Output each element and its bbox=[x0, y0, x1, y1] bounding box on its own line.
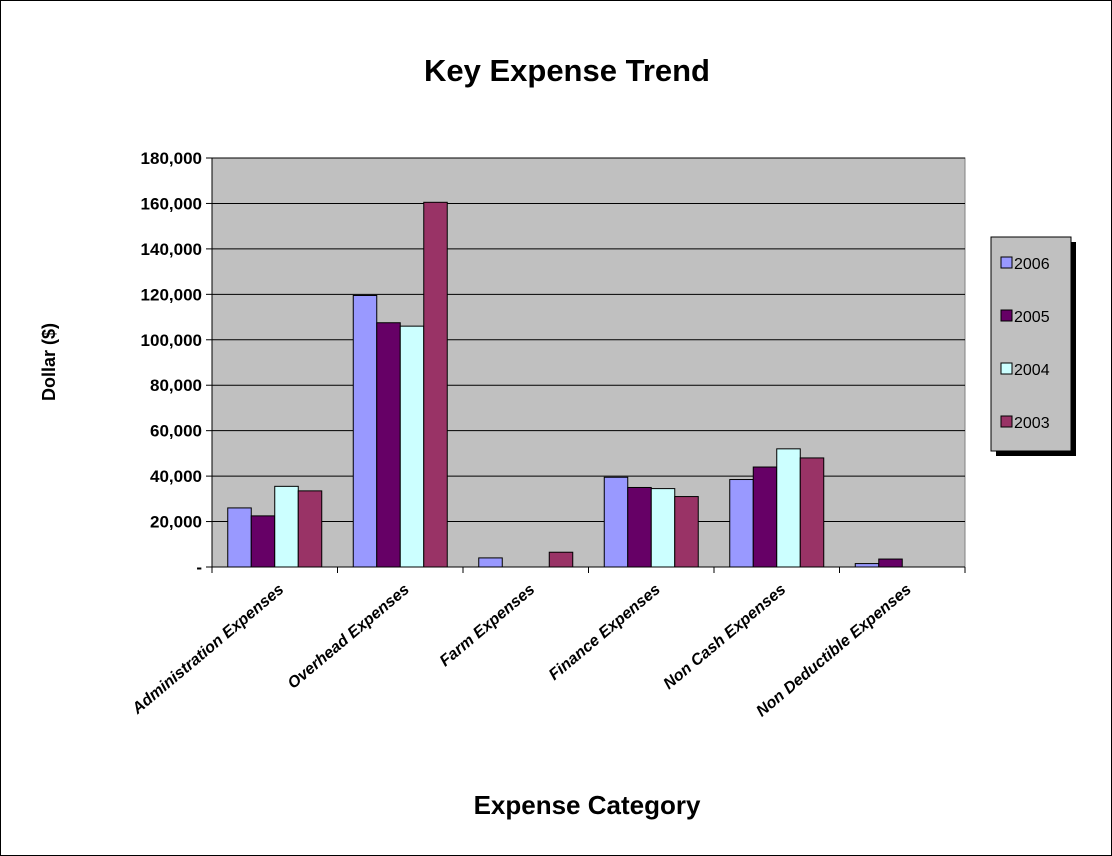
plot-background bbox=[211, 157, 966, 568]
y-tick-label: 20,000 bbox=[150, 513, 202, 532]
x-tick-label: Finance Expenses bbox=[546, 581, 664, 684]
y-tick-label: 60,000 bbox=[150, 422, 202, 441]
y-tick-label: - bbox=[196, 558, 202, 577]
bar bbox=[627, 486, 652, 568]
bar bbox=[799, 457, 825, 568]
y-tick-label: 40,000 bbox=[150, 467, 202, 486]
x-axis-title: Expense Category bbox=[474, 790, 701, 820]
legend-label: 2003 bbox=[1014, 415, 1050, 432]
bar bbox=[729, 479, 754, 568]
bar bbox=[478, 557, 503, 568]
bar bbox=[603, 476, 629, 568]
legend-box bbox=[990, 236, 1072, 452]
bar bbox=[423, 201, 448, 568]
bar bbox=[752, 466, 778, 568]
x-tick-label: Farm Expenses bbox=[437, 581, 539, 670]
plot-area: - 20,000 40,000 60,000 80,000 100,000 120,000 1… bbox=[129, 149, 966, 720]
y-tick-label: 100,000 bbox=[141, 331, 202, 350]
bar bbox=[399, 325, 425, 568]
y-tick-label: 120,000 bbox=[141, 285, 202, 304]
bar bbox=[227, 507, 252, 568]
legend-swatch bbox=[1000, 415, 1013, 428]
legend-label: 2006 bbox=[1014, 256, 1050, 273]
y-axis-title: Dollar ($) bbox=[39, 323, 59, 401]
legend-label: 2004 bbox=[1014, 362, 1050, 379]
y-tick-label: 180,000 bbox=[141, 149, 202, 168]
bar bbox=[376, 322, 401, 568]
bar bbox=[297, 490, 323, 568]
x-tick-label: Overhead Expenses bbox=[285, 581, 413, 692]
x-tick-label: Non Cash Expenses bbox=[661, 581, 790, 693]
bar bbox=[650, 488, 676, 568]
x-tick-label: Administration Expenses bbox=[129, 581, 288, 718]
y-tick-label: 80,000 bbox=[150, 376, 202, 395]
bar bbox=[274, 485, 299, 568]
legend: 2006 2005 2004 2003 bbox=[990, 236, 1076, 456]
legend-swatch bbox=[1000, 256, 1013, 269]
y-tick-label: 140,000 bbox=[141, 240, 202, 259]
chart-title: Key Expense Trend bbox=[424, 53, 710, 88]
bar bbox=[878, 558, 903, 568]
legend-label: 2005 bbox=[1014, 309, 1050, 326]
bar bbox=[854, 563, 880, 568]
bar bbox=[352, 294, 378, 568]
legend-swatch bbox=[1000, 309, 1013, 322]
legend-swatch bbox=[1000, 362, 1013, 375]
bar bbox=[548, 551, 574, 568]
bar bbox=[250, 515, 276, 568]
bar bbox=[674, 496, 699, 568]
y-tick-label: 160,000 bbox=[141, 194, 202, 213]
bar bbox=[776, 448, 801, 568]
